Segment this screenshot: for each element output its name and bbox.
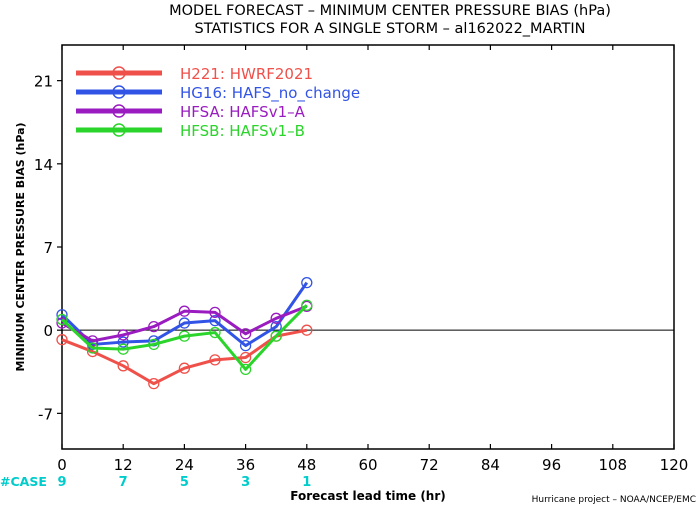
data-point xyxy=(148,320,160,333)
legend-label: H221: HWRF2021 xyxy=(180,65,313,83)
legend-label: HFSB: HAFSv1–B xyxy=(180,122,305,140)
y-tick-label: 14 xyxy=(34,156,53,174)
series-layer xyxy=(56,276,313,390)
data-point xyxy=(209,326,221,339)
data-point xyxy=(86,342,99,354)
x-tick-label: 84 xyxy=(481,456,500,474)
x-axis: 0 12 24 36 48 60 72 84 96 108 120 xyxy=(57,45,688,474)
case-count: 5 xyxy=(180,475,189,490)
data-point xyxy=(117,329,129,341)
data-point xyxy=(56,334,68,346)
case-count: 1 xyxy=(302,475,311,490)
x-tick-label: 0 xyxy=(57,456,67,474)
data-point xyxy=(117,343,129,355)
data-point xyxy=(178,330,191,342)
data-point xyxy=(117,360,129,372)
data-point xyxy=(117,336,129,348)
chart-subtitle: STATISTICS FOR A SINGLE STORM – al162022… xyxy=(195,21,586,37)
x-tick-label: 48 xyxy=(297,456,316,474)
series-line xyxy=(60,304,308,371)
data-point xyxy=(209,315,221,327)
series-1 xyxy=(56,276,313,352)
data-point xyxy=(270,330,282,342)
data-point xyxy=(178,362,191,374)
y-tick-label: 7 xyxy=(43,239,53,257)
case-count: 3 xyxy=(241,475,250,490)
x-tick-label: 108 xyxy=(598,456,627,474)
legend-swatch-marker xyxy=(112,123,126,137)
case-counts: 9 7 5 3 1 xyxy=(57,475,311,490)
legend-swatch-marker xyxy=(112,104,126,118)
chart-title: MODEL FORECAST – MINIMUM CENTER PRESSURE… xyxy=(169,3,611,19)
data-point xyxy=(239,339,252,352)
data-point xyxy=(301,324,313,336)
x-axis-label: Forecast lead time (hr) xyxy=(290,489,446,503)
case-count: 7 xyxy=(119,475,128,490)
data-point xyxy=(148,377,160,390)
legend-swatch-marker xyxy=(112,66,126,80)
legend-label: HFSA: HAFSv1–A xyxy=(180,103,306,121)
data-point xyxy=(270,312,282,324)
data-point xyxy=(301,299,313,311)
data-point xyxy=(239,351,252,364)
data-point xyxy=(239,328,252,340)
credit-text: Hurricane project – NOAA/NCEP/EMC xyxy=(532,495,696,505)
data-point xyxy=(56,313,68,326)
case-label: #CASE xyxy=(0,474,47,489)
x-tick-label: 72 xyxy=(420,456,439,474)
data-point xyxy=(301,276,313,289)
data-point xyxy=(178,305,191,317)
series-line xyxy=(60,281,309,348)
y-tick-label: -7 xyxy=(38,405,53,423)
legend-label: HG16: HAFS_no_change xyxy=(180,84,360,103)
x-tick-label: 60 xyxy=(358,456,377,474)
series-3 xyxy=(56,299,313,376)
data-point xyxy=(209,306,221,319)
data-point xyxy=(209,354,221,366)
y-tick-label: 21 xyxy=(34,73,53,91)
series-line xyxy=(61,305,308,343)
series-line xyxy=(61,328,308,386)
x-tick-label: 24 xyxy=(175,456,194,474)
case-count: 9 xyxy=(57,475,66,490)
y-axis-label: MINIMUM CENTER PRESSURE BIAS (hPa) xyxy=(14,122,27,371)
x-tick-label: 36 xyxy=(236,456,255,474)
y-tick-label: 0 xyxy=(43,322,53,340)
x-tick-label: 96 xyxy=(542,456,561,474)
data-point xyxy=(239,363,252,376)
data-point xyxy=(86,335,99,347)
x-tick-label: 12 xyxy=(114,456,133,474)
data-point xyxy=(178,317,191,329)
x-tick-label: 120 xyxy=(660,456,689,474)
legend-swatch-marker xyxy=(112,85,126,99)
y-axis: -7 0 7 14 21 xyxy=(34,73,62,423)
data-point xyxy=(148,338,160,351)
